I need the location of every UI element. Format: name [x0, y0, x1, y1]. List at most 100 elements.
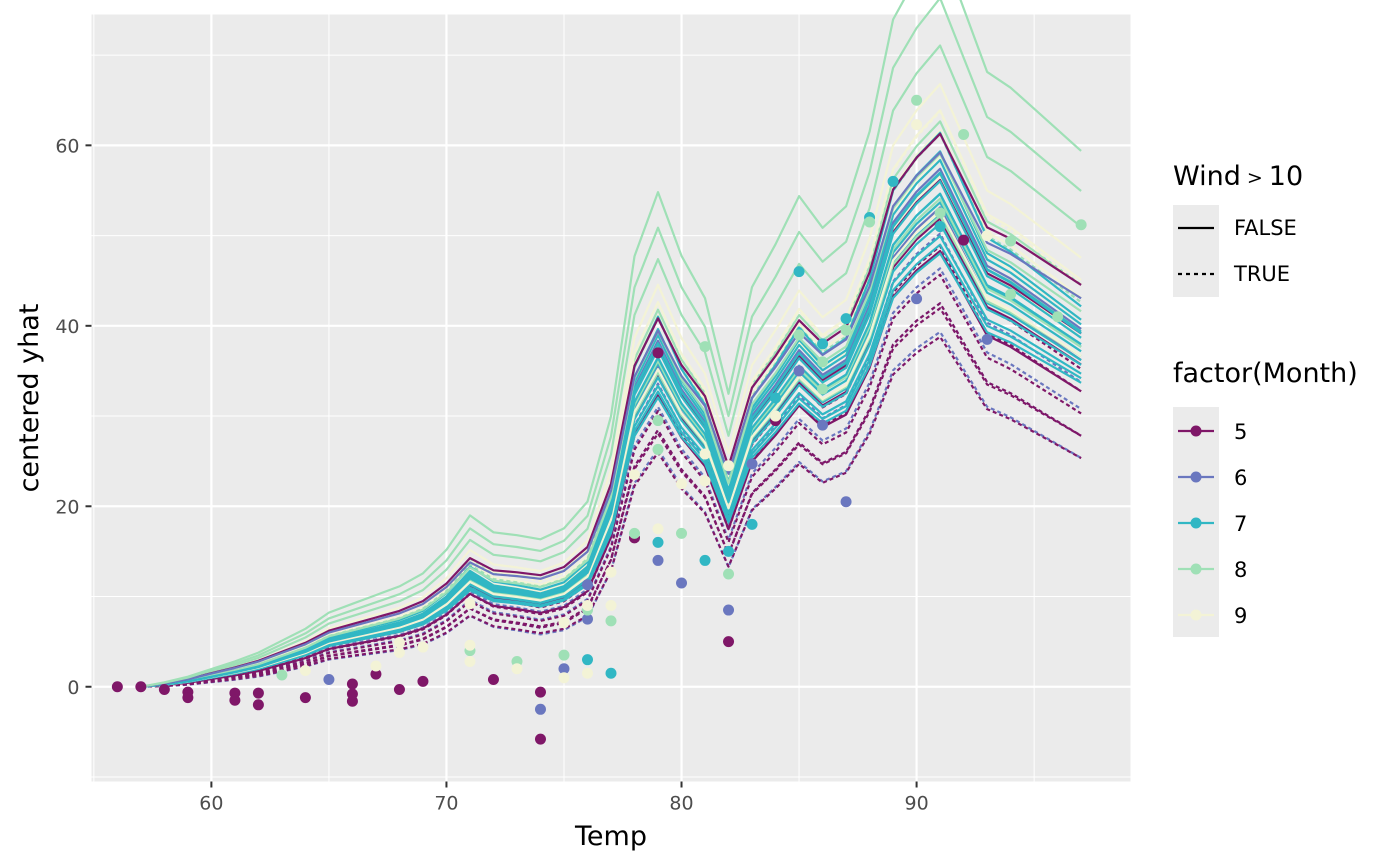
observed-point-month-5: [135, 681, 147, 693]
observed-point-month-9: [605, 566, 617, 578]
observed-point-month-9: [605, 600, 617, 612]
observed-point-month-5: [652, 347, 664, 359]
legend-color: factor(Month) 5 6 7 8 9: [1173, 358, 1358, 637]
observed-point-month-5: [393, 683, 405, 695]
legend-color-label-5: 5: [1234, 420, 1247, 444]
observed-point-month-8: [817, 383, 829, 395]
observed-point-month-9: [629, 469, 641, 481]
y-tick-label: 60: [55, 135, 79, 157]
observed-point-month-8: [958, 129, 970, 141]
legend-color-label-6: 6: [1234, 466, 1247, 490]
legend-color-dot-6: [1190, 471, 1202, 483]
legend-linetype-label-true: TRUE: [1233, 262, 1290, 286]
ice-line-month-9-wind-false: [140, 82, 1082, 688]
ice-line-month-6-wind-true: [140, 330, 1082, 688]
y-tick-label: 40: [55, 316, 79, 338]
observed-point-month-8: [840, 324, 852, 336]
observed-point-month-7: [699, 554, 711, 566]
observed-point-month-5: [229, 694, 241, 706]
observed-point-month-6: [323, 674, 335, 686]
observed-point-month-9: [417, 641, 429, 653]
observed-point-month-8: [276, 669, 288, 681]
observed-point-month-7: [840, 313, 852, 325]
observed-points: [111, 94, 1087, 745]
observed-point-month-9: [699, 448, 711, 460]
observed-point-month-9: [464, 639, 476, 651]
observed-point-month-8: [864, 216, 876, 228]
observed-point-month-5: [299, 692, 311, 704]
observed-point-month-8: [652, 443, 664, 455]
legend-linetype-title-value: 10: [1269, 161, 1303, 192]
observed-point-month-8: [1005, 235, 1017, 247]
observed-point-month-9: [723, 460, 735, 472]
legend-color-keys: 5 6 7 8 9: [1178, 420, 1247, 628]
observed-point-month-9: [911, 119, 923, 131]
observed-point-month-7: [746, 518, 758, 530]
observed-point-month-7: [605, 667, 617, 679]
observed-point-month-5: [158, 683, 170, 695]
observed-point-month-6: [793, 365, 805, 377]
observed-point-month-9: [370, 660, 382, 672]
ice-line-month-5-wind-false: [140, 132, 1082, 688]
observed-point-month-6: [581, 579, 593, 591]
observed-point-month-8: [1075, 219, 1087, 231]
observed-point-month-9: [581, 600, 593, 612]
observed-point-month-6: [840, 496, 852, 508]
observed-point-month-9: [981, 230, 993, 242]
legend-linetype-key-bg: [1173, 205, 1219, 297]
ice-line-month-8-wind-false: [140, 0, 1082, 688]
observed-point-month-9: [464, 598, 476, 610]
observed-point-month-9: [676, 478, 688, 490]
legend-color-dot-8: [1190, 563, 1202, 575]
observed-point-month-8: [1052, 311, 1064, 323]
y-tick-label: 20: [55, 496, 79, 518]
observed-point-month-9: [511, 663, 523, 675]
legend-color-label-8: 8: [1234, 558, 1247, 582]
observed-point-month-7: [793, 266, 805, 278]
y-axis-title: centered yhat: [14, 304, 45, 493]
ice-line-month-5-wind-true: [140, 335, 1082, 688]
x-axis-title: Temp: [574, 821, 647, 852]
y-tick-label: 0: [67, 677, 79, 699]
observed-point-month-9: [464, 655, 476, 667]
observed-point-month-8: [676, 527, 688, 539]
observed-point-month-8: [558, 649, 570, 661]
observed-point-month-5: [723, 636, 735, 648]
observed-point-month-5: [370, 668, 382, 680]
legend-color-dot-7: [1190, 517, 1202, 529]
legend-linetype-label-false: FALSE: [1234, 216, 1297, 240]
observed-point-month-8: [934, 207, 946, 219]
observed-point-month-8: [911, 94, 923, 106]
legend-linetype-title-op: >: [1247, 167, 1263, 189]
observed-point-month-9: [393, 646, 405, 658]
ice-line-month-5-wind-false: [140, 249, 1082, 688]
observed-point-month-8: [629, 527, 641, 539]
observed-point-month-6: [558, 663, 570, 675]
observed-point-month-5: [534, 733, 546, 745]
observed-point-month-9: [299, 665, 311, 677]
ice-line-month-9-wind-true: [140, 110, 1082, 688]
observed-point-month-7: [887, 175, 899, 187]
legend-color-label-7: 7: [1234, 512, 1247, 536]
ice-line-month-8-wind-false: [140, 44, 1082, 688]
observed-point-month-9: [558, 672, 570, 684]
observed-point-month-6: [534, 703, 546, 715]
observed-point-month-5: [111, 681, 123, 693]
observed-point-month-9: [393, 637, 405, 649]
legend-color-title: factor(Month): [1173, 358, 1358, 389]
grid-major: [91, 14, 1131, 782]
observed-point-month-5: [346, 688, 358, 700]
observed-point-month-6: [746, 458, 758, 470]
observed-point-month-7: [723, 545, 735, 557]
legend-color-dot-5: [1190, 425, 1202, 437]
observed-point-month-5: [252, 699, 264, 711]
ice-line-month-6-wind-false: [140, 151, 1082, 688]
observed-point-month-7: [817, 338, 829, 350]
observed-point-month-5: [534, 686, 546, 698]
observed-point-month-8: [1005, 288, 1017, 300]
observed-point-month-8: [605, 615, 617, 627]
x-tick-label: 60: [199, 793, 223, 815]
legend-linetype-title: Wind >10: [1173, 161, 1303, 192]
observed-point-month-6: [817, 419, 829, 431]
